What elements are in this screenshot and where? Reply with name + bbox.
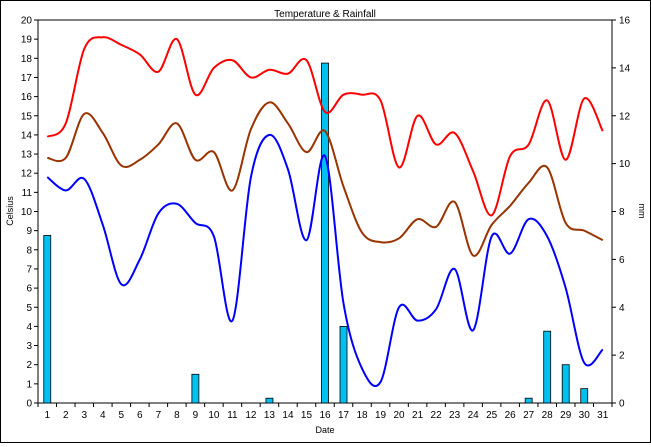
y-tick-label-left: 4	[26, 322, 32, 333]
x-tick-label: 5	[119, 410, 125, 421]
y-tick-label-left: 9	[26, 226, 32, 237]
x-tick-label: 25	[486, 410, 498, 421]
y-tick-label-right: 6	[619, 255, 625, 266]
y-tick-label-left: 20	[21, 16, 33, 27]
x-tick-label: 8	[174, 410, 180, 421]
x-tick-label: 28	[542, 410, 554, 421]
rainfall-bar-9	[191, 373, 200, 404]
y-tick-label-right: 14	[619, 63, 631, 74]
y-tick-label-right: 0	[619, 399, 625, 410]
x-tick-label: 17	[338, 410, 350, 421]
axes: 0123456789101112131415161718192002468101…	[21, 16, 631, 422]
x-tick-label: 10	[208, 410, 220, 421]
y-tick-label-left: 10	[21, 207, 33, 218]
y-tick-label-left: 11	[22, 188, 33, 199]
y-tick-label-left: 7	[26, 264, 32, 275]
x-tick-label: 23	[449, 410, 461, 421]
chart-title: Temperature & Rainfall	[274, 9, 376, 20]
x-tick-label: 11	[227, 410, 238, 421]
x-tick-label: 26	[505, 410, 517, 421]
x-axis-label: Date	[315, 425, 334, 435]
x-tick-label: 2	[63, 410, 69, 421]
x-tick-label: 4	[100, 410, 106, 421]
y-tick-label-left: 5	[26, 303, 32, 314]
x-tick-label: 20	[394, 410, 406, 421]
rainfall-bar-27	[524, 397, 533, 404]
x-tick-label: 6	[137, 410, 143, 421]
rainfall-bar-29	[561, 364, 570, 404]
x-tick-label: 12	[245, 410, 257, 421]
y-tick-label-right: 10	[619, 159, 631, 170]
y-tick-label-left: 18	[21, 54, 33, 65]
y-tick-label-right: 8	[619, 207, 625, 218]
line-mean	[47, 101, 604, 257]
rainfall-bar-1	[43, 235, 52, 404]
y-tick-label-left: 8	[26, 245, 32, 256]
rainfall-bar-16	[321, 62, 329, 404]
y-tick-label-left: 12	[21, 169, 33, 180]
x-tick-label: 21	[412, 410, 424, 421]
y-tick-label-left: 6	[26, 284, 32, 295]
rainfall-bar-28	[543, 330, 552, 404]
x-tick-label: 3	[82, 410, 88, 421]
y-tick-label-left: 13	[21, 150, 33, 161]
x-tick-label: 14	[282, 410, 294, 421]
x-tick-label: 30	[579, 410, 591, 421]
y-tick-label-right: 2	[619, 351, 625, 362]
line-maximum	[46, 36, 604, 217]
y-axis-label-left: Celsius	[5, 196, 15, 226]
x-tick-label: 15	[301, 410, 313, 421]
rainfall-bar-17	[339, 325, 348, 404]
x-tick-label: 31	[597, 410, 609, 421]
y-tick-label-left: 0	[26, 399, 32, 410]
x-tick-label: 7	[156, 410, 162, 421]
y-tick-label-left: 17	[21, 73, 33, 84]
y-tick-label-left: 19	[21, 35, 33, 46]
y-tick-label-left: 16	[21, 92, 33, 103]
x-tick-label: 19	[375, 410, 387, 421]
y-tick-label-right: 12	[619, 111, 631, 122]
line-minimum	[46, 133, 604, 387]
y-tick-label-left: 15	[21, 111, 33, 122]
x-tick-label: 29	[560, 410, 572, 421]
y-tick-label-right: 4	[619, 303, 625, 314]
rainfall-bar-13	[265, 397, 274, 404]
y-tick-label-right: 16	[619, 16, 631, 27]
x-tick-label: 13	[264, 410, 276, 421]
rainfall-bar-30	[580, 388, 589, 404]
y-tick-label-left: 1	[26, 379, 32, 390]
y-tick-label-left: 2	[26, 360, 32, 371]
x-tick-label: 18	[356, 410, 368, 421]
x-tick-label: 1	[44, 410, 50, 421]
rainfall-bars	[43, 62, 589, 404]
x-tick-label: 9	[193, 410, 199, 421]
y-tick-label-left: 14	[21, 130, 33, 141]
y-axis-label-right: mm	[637, 204, 647, 219]
x-tick-label: 16	[319, 410, 331, 421]
y-tick-label-left: 3	[26, 341, 32, 352]
x-tick-label: 22	[431, 410, 443, 421]
temperature-lines	[46, 36, 604, 387]
x-tick-label: 24	[468, 410, 480, 421]
x-tick-label: 27	[523, 410, 535, 421]
